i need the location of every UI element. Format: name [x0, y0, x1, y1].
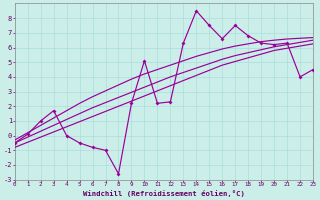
- X-axis label: Windchill (Refroidissement éolien,°C): Windchill (Refroidissement éolien,°C): [83, 190, 245, 197]
